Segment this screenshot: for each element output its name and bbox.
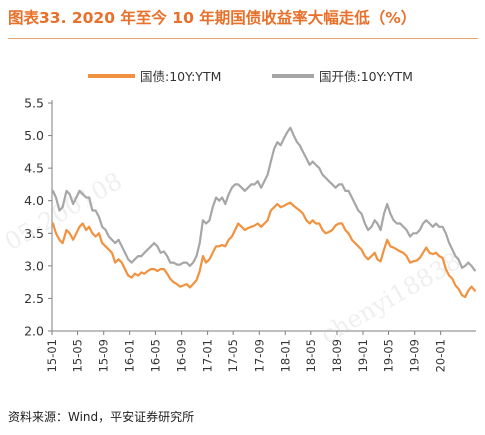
source-note: 资料来源：Wind，平安证券研究所 — [8, 410, 195, 424]
chart-title: 图表33. 2020 年至今 10 年期国债收益率大幅走低（%） — [8, 9, 417, 27]
y-tick-label: 3.5 — [24, 226, 44, 241]
x-tick-label: 16-01 — [123, 339, 137, 372]
x-tick-label: 19-09 — [408, 339, 422, 372]
x-tick-label: 18-09 — [330, 339, 344, 372]
x-tick-label: 19-05 — [382, 339, 396, 372]
x-tick-label: 17-05 — [226, 339, 240, 372]
x-tick-label: 18-01 — [278, 339, 292, 372]
y-tick-label: 2.0 — [24, 324, 44, 339]
legend-label-cdb: 国开债:10Y:YTM — [319, 69, 413, 84]
series-line-cdb-10y — [51, 126, 476, 272]
x-axis: 15-01 15-05 15-09 16-01 16-05 16-09 17-01 17-05… — [45, 330, 476, 372]
x-tick-label: 15-01 — [45, 339, 59, 372]
y-tick-label: 4.0 — [24, 193, 44, 208]
line-chart: 国债:10Y:YTM 国开债:10Y:YTM 2.0 2.5 3.0 3.5 4.0 4.… — [24, 69, 476, 372]
series-layer — [51, 126, 476, 299]
legend: 国债:10Y:YTM 国开债:10Y:YTM — [88, 69, 413, 84]
legend-label-gov: 国债:10Y:YTM — [140, 69, 221, 84]
y-tick-label: 4.5 — [24, 161, 44, 176]
x-tick-label: 16-05 — [148, 339, 162, 372]
x-tick-label: 16-09 — [175, 339, 189, 372]
x-tick-label: 20-01 — [434, 339, 448, 372]
x-tick-label: 19-01 — [356, 339, 370, 372]
y-tick-label: 3.0 — [24, 258, 44, 273]
title-divider — [8, 38, 478, 39]
series-line-gov-10y — [51, 201, 476, 299]
x-tick-label: 18-05 — [304, 339, 318, 372]
x-tick-label: 15-05 — [71, 339, 85, 372]
x-tick-label: 17-09 — [252, 339, 266, 372]
y-axis: 2.0 2.5 3.0 3.5 4.0 4.5 5.0 5.5 — [24, 96, 53, 339]
y-tick-label: 5.0 — [24, 128, 44, 143]
y-tick-label: 2.5 — [24, 291, 44, 306]
y-tick-label: 5.5 — [24, 96, 44, 111]
x-tick-label: 17-01 — [201, 339, 215, 372]
x-tick-label: 15-09 — [97, 339, 111, 372]
